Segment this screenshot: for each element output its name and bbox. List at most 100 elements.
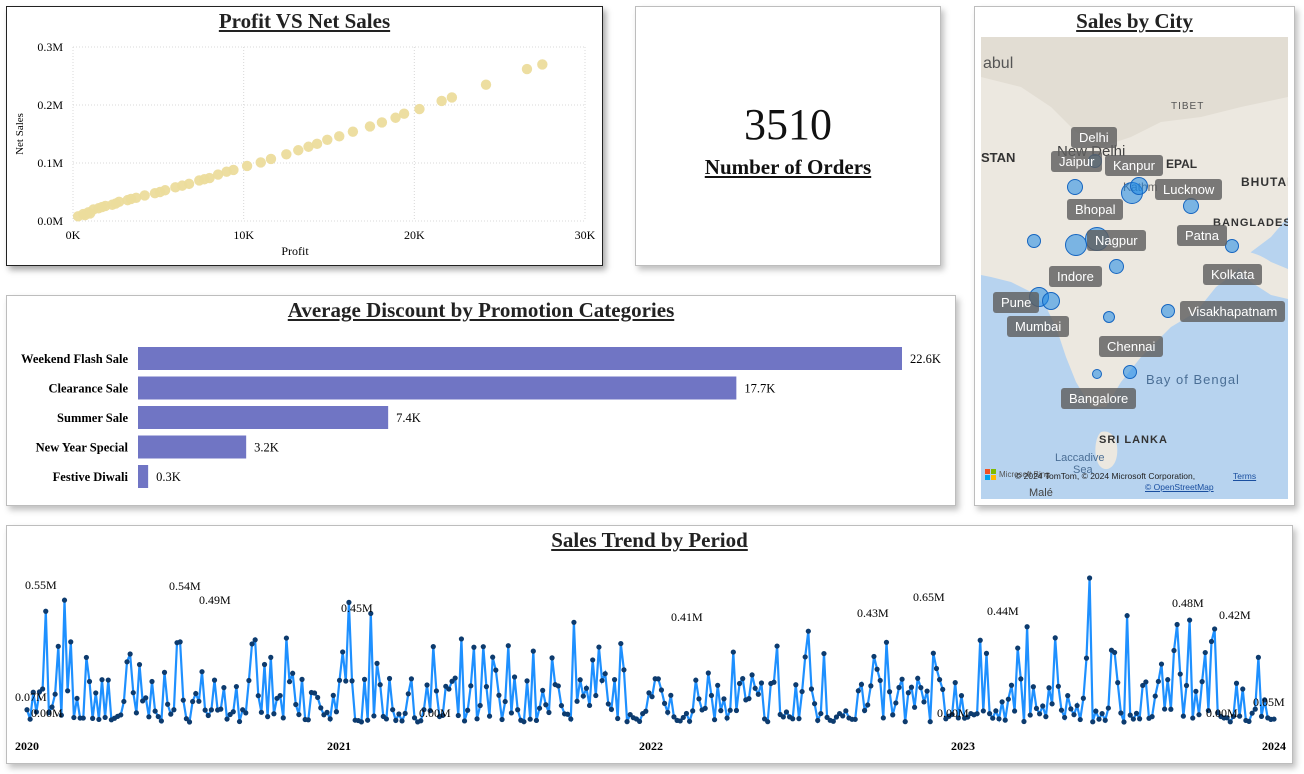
trend-point <box>158 718 164 724</box>
trend-chart[interactable]: 2020 2021 2022 2023 2024 0.07M 0.00M 0.55M 0.54M… <box>7 526 1292 763</box>
trend-point <box>1205 707 1211 714</box>
trend-point <box>724 715 730 721</box>
trend-point <box>649 694 655 700</box>
city-bubble-bhopal[interactable] <box>1065 234 1087 256</box>
sales-by-city-panel[interactable]: Sales by City abul TIBET New Delhi STAN … <box>974 6 1295 506</box>
trend-point <box>1252 706 1258 712</box>
trend-point <box>68 639 74 645</box>
city-bubble-lucknow-a[interactable] <box>1130 177 1148 195</box>
trend-point <box>783 709 790 715</box>
city-bubble-visakhapatnam[interactable] <box>1161 304 1175 318</box>
trend-point <box>52 691 58 697</box>
trend-point <box>249 641 255 647</box>
scatter-point <box>177 180 188 191</box>
trend-point <box>1021 718 1027 725</box>
trend-data-label: 0.44M <box>987 604 1019 618</box>
map-canvas[interactable]: abul TIBET New Delhi STAN EPAL BHUTAN BA… <box>981 37 1288 499</box>
sales-trend-panel[interactable]: Sales Trend by Period 2020 2021 2022 2023 20… <box>6 525 1293 764</box>
trend-point <box>1177 671 1183 677</box>
city-bubble-jaipur[interactable] <box>1067 179 1083 195</box>
trend-point <box>386 675 393 682</box>
trend-point <box>161 669 168 675</box>
trend-point <box>1008 682 1015 688</box>
trend-point <box>671 714 677 720</box>
trend-point <box>283 635 290 641</box>
trend-point <box>1118 710 1124 716</box>
trend-data-label: 0.05M <box>1253 695 1285 709</box>
trend-point <box>55 643 61 649</box>
average-discount-panel[interactable]: Average Discount by Promotion Categories… <box>6 295 956 506</box>
map-terms-link[interactable]: Terms <box>1233 471 1257 481</box>
city-bubble-indore[interactable] <box>1109 259 1124 274</box>
trend-point <box>458 636 465 642</box>
x-tick-label: 2021 <box>327 739 351 753</box>
city-bubble-mumbai[interactable] <box>1042 292 1060 310</box>
city-bubble-lucknow[interactable] <box>1183 198 1199 214</box>
trend-point <box>605 701 611 707</box>
trend-point <box>99 677 105 683</box>
trend-point <box>665 709 671 715</box>
trend-data-label: 0.00M <box>1206 706 1238 720</box>
trend-point <box>118 712 124 718</box>
trend-point <box>702 705 708 711</box>
trend-point <box>1033 705 1040 712</box>
trend-data-label: 0.00M <box>937 706 969 720</box>
trend-point <box>418 718 424 724</box>
map-bg-label: Malé <box>1029 487 1053 499</box>
trend-point <box>868 683 874 689</box>
y-tick-label: 0.3M <box>37 40 63 54</box>
trend-point <box>486 713 493 719</box>
trend-point <box>277 692 283 699</box>
city-bubble-chennai[interactable] <box>1123 365 1137 379</box>
scatter-point <box>446 92 458 103</box>
trend-point <box>508 710 515 716</box>
trend-point <box>1208 638 1215 645</box>
trend-point <box>1127 712 1133 718</box>
bar-data-label: 22.6K <box>910 352 941 366</box>
trend-point <box>230 709 236 715</box>
trend-point <box>71 714 77 721</box>
profit-vs-net-sales-panel[interactable]: Profit VS Net Sales 0K 10K 20K 30K 0.0M 0.1M 0… <box>6 6 603 266</box>
trend-point <box>586 702 593 709</box>
trend-point <box>886 689 893 695</box>
map-bg-label: BANGLADES <box>1213 217 1288 229</box>
city-bubble-hyderabad[interactable] <box>1103 311 1115 323</box>
trend-point <box>1115 680 1121 686</box>
trend-point <box>546 709 552 716</box>
trend-point <box>608 706 615 712</box>
trend-data-label: 0.00M <box>31 706 63 720</box>
trend-point <box>1080 695 1086 701</box>
map-bg-label: TIBET <box>1171 101 1205 112</box>
trend-point <box>402 710 408 717</box>
trend-point <box>218 706 224 712</box>
trend-point <box>1074 702 1080 709</box>
trend-point <box>483 684 490 690</box>
trend-point <box>983 650 990 656</box>
trend-point <box>49 704 55 710</box>
trend-point <box>449 678 455 684</box>
scatter-chart[interactable]: 0K 10K 20K 30K 0.0M 0.1M 0.2M 0.3M Profit Net Sal… <box>7 7 602 265</box>
city-bubble-patna[interactable] <box>1225 239 1239 253</box>
trend-point <box>211 677 218 683</box>
scatter-point <box>241 160 253 172</box>
city-bubble-bangalore[interactable] <box>1092 369 1102 379</box>
trend-point <box>708 692 715 699</box>
trend-point <box>365 717 371 723</box>
trend-point <box>30 689 36 695</box>
trend-data-label: 0.07M <box>15 690 47 704</box>
bar-chart[interactable]: Weekend Flash Sale 22.6K Clearance Sale 17.… <box>7 296 955 505</box>
trend-point <box>196 698 202 704</box>
trend-point <box>796 716 802 722</box>
trend-point <box>193 690 199 697</box>
map-osm-link[interactable]: © OpenStreetMap <box>1145 482 1214 492</box>
trend-point <box>186 719 193 725</box>
trend-point <box>1068 706 1074 712</box>
trend-point <box>502 698 508 705</box>
trend-point <box>1030 684 1036 690</box>
scatter-point <box>84 208 96 219</box>
trend-point <box>168 711 174 717</box>
city-bubble-west[interactable] <box>1027 234 1041 248</box>
number-of-orders-card[interactable]: 3510 Number of Orders <box>635 6 941 266</box>
trend-point <box>461 718 468 724</box>
trend-point <box>1202 649 1208 656</box>
